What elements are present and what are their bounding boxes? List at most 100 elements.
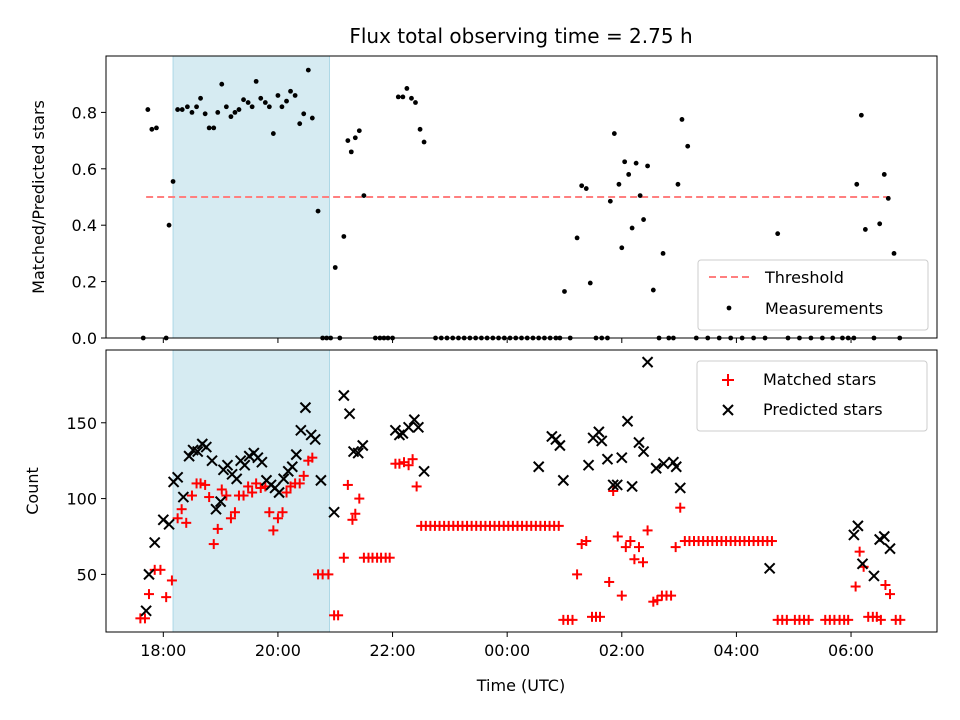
measurement-point [679, 117, 685, 122]
x-tick-label: 06:00 [828, 641, 874, 660]
measurement-point [619, 245, 625, 251]
legend-measurements-label: Measurements [765, 299, 883, 318]
measurement-point [395, 94, 401, 100]
matched-star-point [666, 590, 677, 601]
predicted-star-point [641, 356, 654, 368]
measurement-point [315, 208, 321, 214]
measurement-points [140, 67, 903, 341]
ratio-y-axis-label: Matched/Predicted stars [29, 100, 48, 294]
predicted-star-point [206, 454, 218, 467]
measurement-point [574, 235, 580, 241]
measurement-point [348, 149, 354, 155]
measurement-point [175, 107, 181, 112]
measurement-point [611, 131, 617, 136]
predicted-star-point [140, 605, 152, 617]
matched-star-point [243, 481, 254, 492]
measurement-point [616, 181, 622, 187]
predicted-star-point [149, 536, 161, 549]
predicted-star-point [868, 570, 880, 582]
ratio-legend-box [697, 259, 929, 331]
predicted-star-point [273, 486, 285, 499]
predicted-star-point [557, 474, 570, 487]
matched-star-point [272, 513, 283, 524]
measurement-point [660, 251, 666, 256]
matched-star-point [161, 592, 172, 603]
measurement-point [421, 139, 427, 145]
matched-star-point [333, 610, 344, 621]
predicted-star-point [856, 558, 869, 570]
y-tick-label: 50 [77, 565, 97, 584]
predicted-star-point [343, 407, 356, 420]
matched-star-point [612, 531, 623, 542]
matched-star-point [766, 536, 777, 547]
chart-title: Flux total observing time = 2.75 h [349, 24, 692, 48]
measurement-point [332, 265, 338, 270]
predicted-star-point [532, 461, 545, 473]
measurement-point [877, 221, 883, 227]
measurement-point [587, 280, 593, 286]
count-legend: Matched stars Predicted stars [696, 360, 928, 432]
measurement-point [154, 125, 159, 131]
predicted-star-point [633, 436, 645, 449]
measurement-point [637, 193, 643, 198]
measurement-point [858, 112, 864, 118]
measurement-point [413, 100, 418, 105]
measurement-point [309, 115, 315, 121]
matched-star-point [200, 479, 211, 490]
predicted-star-point [221, 459, 234, 471]
matched-star-point [637, 557, 648, 568]
measurement-point [166, 222, 172, 228]
measurement-point [404, 86, 410, 91]
y-tick-label: 0.2 [72, 273, 97, 292]
matched-star-point [850, 581, 861, 592]
predicted-star-point [357, 439, 369, 452]
predicted-star-point [230, 473, 243, 485]
legend-threshold-label: Threshold [764, 268, 844, 287]
measurement-point [194, 104, 199, 110]
measurement-point [275, 93, 281, 98]
matched-star-point [652, 595, 663, 606]
matched-star-point [155, 564, 166, 575]
measurement-point [170, 179, 176, 184]
matched-star-point [338, 552, 349, 563]
measurement-point [253, 78, 259, 84]
measurement-point [266, 104, 272, 110]
measurement-point [675, 181, 681, 187]
matched-star-point [221, 490, 232, 501]
measurement-point [409, 95, 414, 101]
predicted-star-point [171, 471, 184, 484]
predicted-star-point [295, 424, 307, 437]
matched-star-point [616, 590, 627, 601]
measurement-point [270, 131, 276, 136]
measurement-point [149, 126, 155, 132]
matched-star-point [139, 613, 150, 624]
predicted-star-point [210, 503, 222, 515]
matched-star-point [281, 487, 292, 498]
measurement-point [641, 217, 646, 222]
matched-star-point [216, 484, 227, 495]
predicted-star-point [163, 518, 175, 531]
y-tick-label: 0.8 [72, 103, 97, 122]
measurement-point [189, 110, 195, 115]
matched-star-point [854, 546, 865, 557]
matched-star-point [880, 580, 891, 590]
matched-star-point [264, 507, 275, 518]
x-tick-label: 04:00 [713, 641, 759, 660]
matched-star-point [176, 504, 187, 515]
measurement-point [215, 110, 221, 115]
predicted-star-point [848, 529, 860, 541]
predicted-star-point [183, 450, 195, 462]
predicted-star-point [596, 435, 608, 447]
measurement-point [650, 287, 656, 293]
matched-star-point [208, 539, 219, 550]
predicted-star-point [352, 447, 364, 459]
matched-star-point [633, 542, 644, 553]
measurement-point [297, 121, 303, 127]
count-y-axis-label: Count [23, 467, 42, 515]
measurement-point [305, 67, 311, 73]
x-tick-label: 02:00 [599, 641, 645, 660]
matched-star-point [181, 517, 192, 528]
measurement-point [579, 183, 585, 189]
matched-star-point [212, 523, 223, 534]
